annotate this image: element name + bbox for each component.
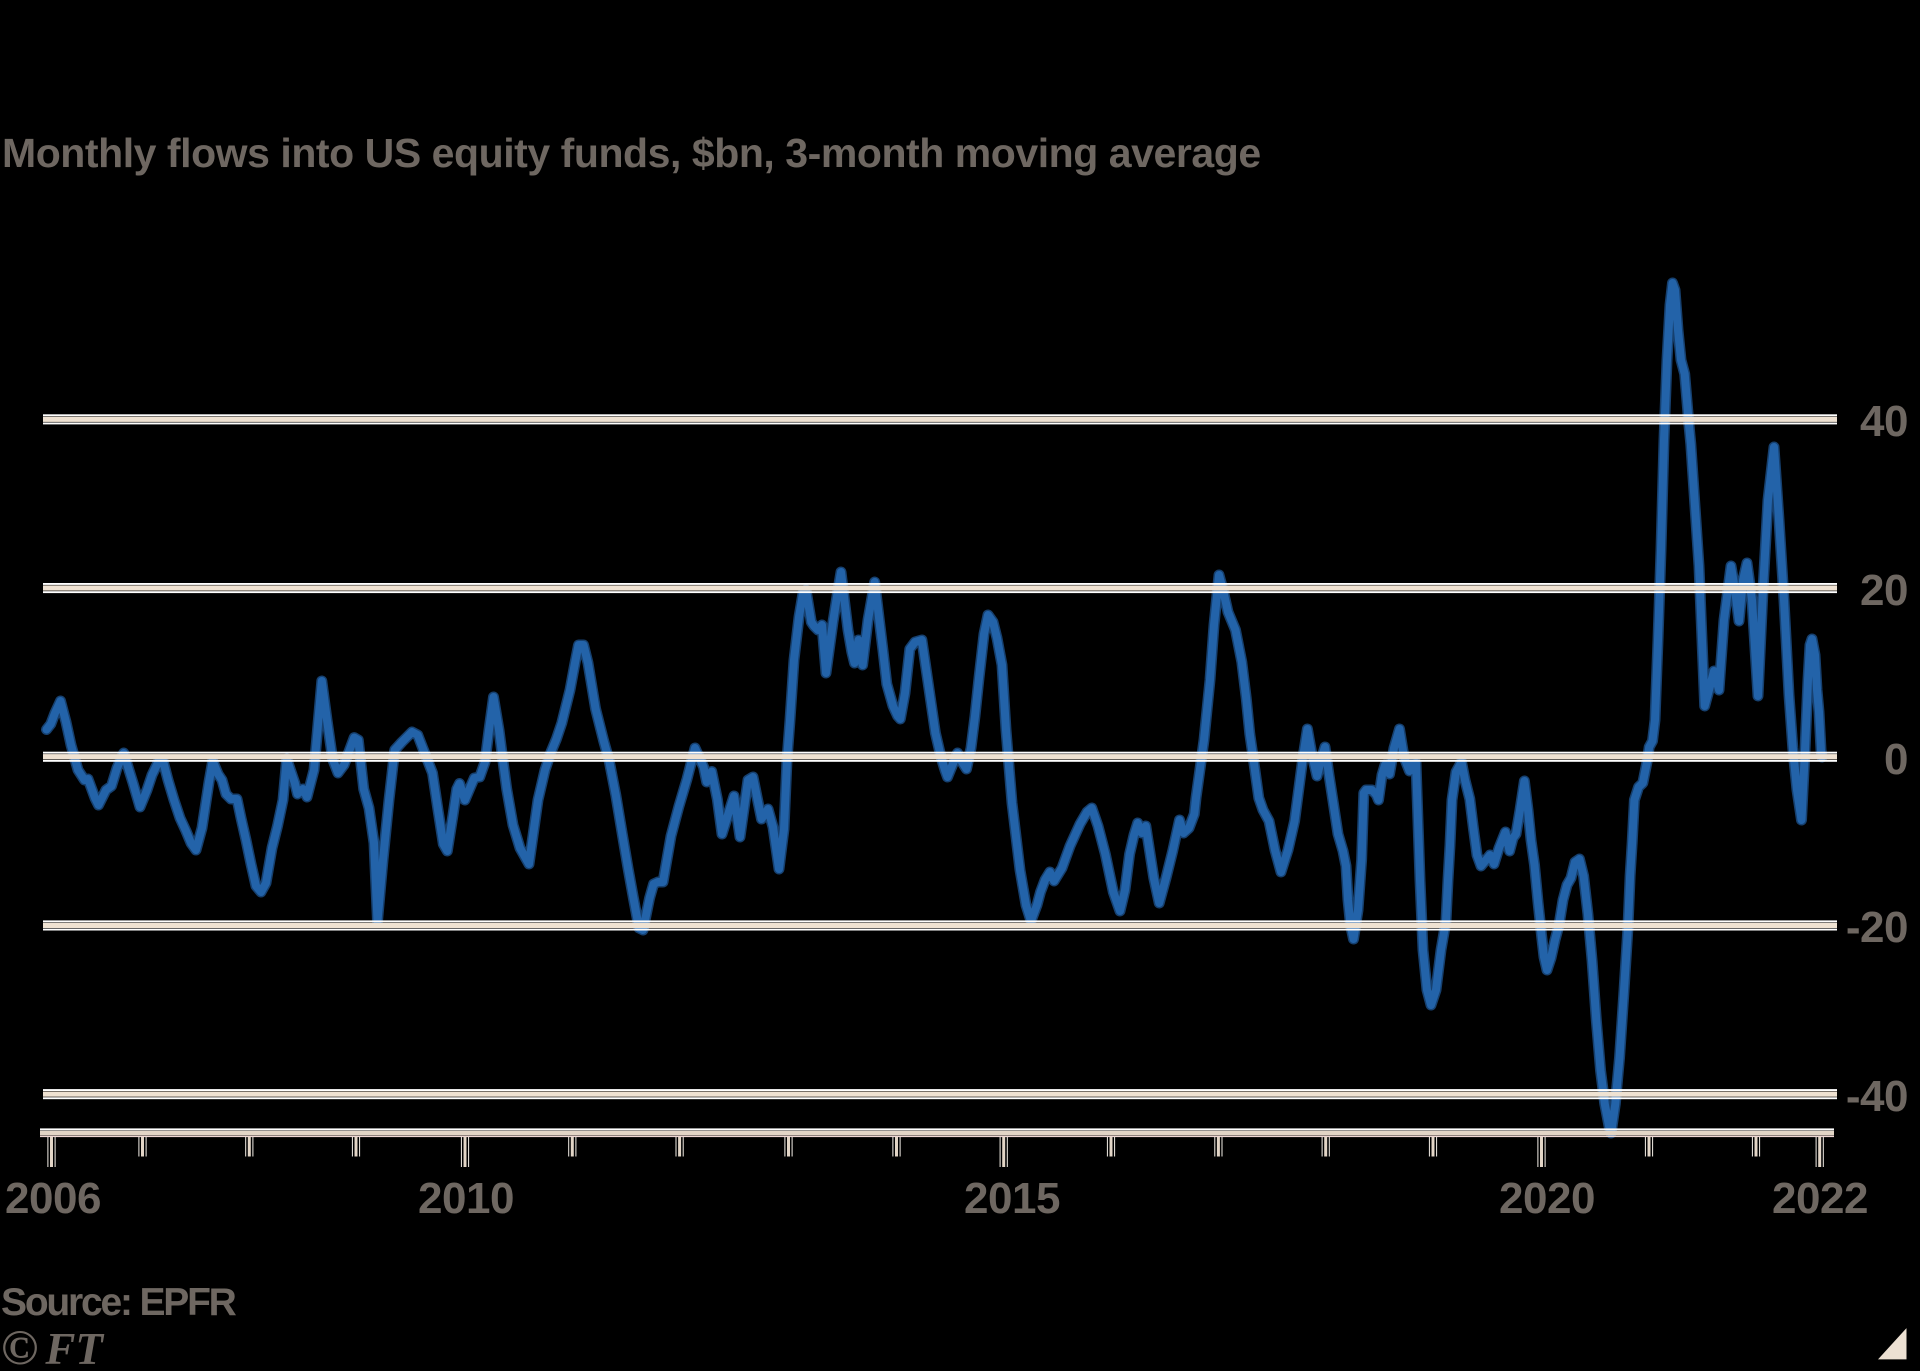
svg-text:-40: -40 <box>1846 1072 1908 1121</box>
svg-text:Source: EPFR: Source: EPFR <box>1 1281 237 1324</box>
svg-text:20: 20 <box>1860 566 1908 615</box>
svg-text:2006: 2006 <box>5 1174 101 1223</box>
svg-text:2015: 2015 <box>964 1174 1060 1223</box>
svg-text:2010: 2010 <box>418 1174 514 1223</box>
svg-text:©FT: © FT <box>1 1319 104 1371</box>
svg-text:40: 40 <box>1860 397 1908 446</box>
svg-text:2022: 2022 <box>1772 1174 1868 1223</box>
svg-text:-20: -20 <box>1846 903 1908 952</box>
svg-text:Monthly flows into US equity f: Monthly flows into US equity funds, $bn,… <box>2 130 1261 176</box>
svg-text:2020: 2020 <box>1499 1174 1595 1223</box>
svg-text:0: 0 <box>1884 735 1908 784</box>
